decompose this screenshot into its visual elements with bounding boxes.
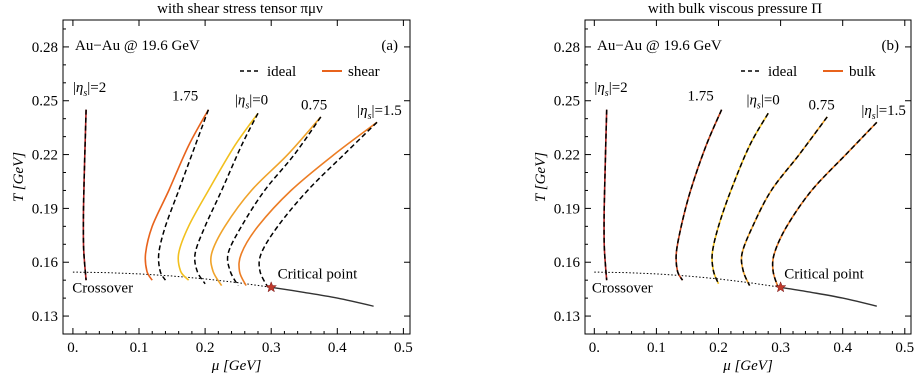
y-tick-label: 0.13: [554, 309, 580, 325]
x-tick-label: 0.2: [196, 340, 215, 356]
legend-label: ideal: [267, 64, 296, 80]
curve-label: |ηs|=0: [235, 92, 268, 111]
series-line: [177, 112, 259, 281]
legend-label: bulk: [849, 64, 876, 80]
critical-point-star: [774, 281, 787, 293]
x-tick-label: 0.1: [647, 340, 666, 356]
y-tick-label: 0.22: [554, 148, 580, 164]
system-annotation: Au−Au @ 19.6 GeV: [75, 38, 200, 54]
crossover-label: Crossover: [72, 281, 133, 297]
y-axis-label: T [GeV]: [533, 152, 549, 202]
series-line: [771, 121, 878, 288]
chart-title: with shear stress tensor πμν: [157, 1, 323, 17]
curve-label: 0.75: [809, 98, 835, 114]
plot-frame: [584, 19, 912, 335]
legend-label: shear: [348, 64, 380, 80]
x-axis-label: μ [GeV]: [722, 358, 773, 374]
curve-label: |ηs|=1.5: [861, 103, 906, 122]
crossover-line: [72, 271, 272, 288]
curve-label: |ηs|=1.5: [357, 103, 402, 122]
y-tick-label: 0.25: [554, 94, 580, 110]
x-tick-label: 0.3: [771, 340, 790, 356]
series-line: [193, 112, 259, 285]
y-tick-label: 0.22: [32, 148, 58, 164]
series-line: [771, 121, 878, 288]
x-tick-label: 0.5: [394, 340, 413, 356]
x-tick-label: 0.5: [895, 340, 914, 356]
series-line: [603, 109, 608, 281]
series-line: [157, 109, 210, 281]
series-line: [740, 116, 828, 286]
system-annotation: Au−Au @ 19.6 GeV: [597, 38, 722, 54]
series-line: [210, 116, 322, 287]
series-line: [675, 109, 723, 281]
x-tick-label: 0.2: [709, 340, 728, 356]
series-line: [740, 116, 828, 286]
curve-label: |ηs|=2: [73, 80, 106, 99]
critical-point-star: [265, 281, 278, 293]
curve-label: |ηs|=2: [594, 80, 627, 99]
x-tick-label: 0.1: [130, 340, 149, 356]
first-order-line: [271, 286, 374, 307]
panel-label: (b): [882, 38, 900, 54]
x-tick-label: 0.4: [833, 340, 852, 356]
first-order-line: [780, 286, 877, 307]
series-line: [258, 121, 378, 288]
y-tick-label: 0.28: [554, 40, 580, 56]
y-tick-label: 0.16: [554, 255, 581, 271]
x-tick-label: 0.3: [262, 340, 281, 356]
y-tick-label: 0.19: [32, 201, 58, 217]
series-line: [675, 109, 723, 281]
series-line: [711, 112, 769, 285]
curve-label: |ηs|=0: [746, 92, 779, 111]
x-tick-label: 0.: [67, 340, 78, 356]
curve-label: 1.75: [687, 89, 713, 105]
series-line: [711, 112, 769, 285]
y-axis-label: T [GeV]: [11, 152, 27, 202]
y-tick-label: 0.25: [32, 94, 58, 110]
panel-a: with shear stress tensor πμν 0. 0.1 0.2 0.3 0…: [11, 1, 413, 374]
y-tick-label: 0.19: [554, 201, 580, 217]
curve-label: 1.75: [172, 89, 198, 105]
chart-title: with bulk viscous pressure Π: [648, 1, 822, 17]
y-tick-label: 0.16: [32, 255, 59, 271]
x-axis-label: μ [GeV]: [211, 358, 262, 374]
plot-frame: [62, 19, 411, 335]
y-tick-label: 0.13: [32, 309, 58, 325]
curve-label: 0.75: [301, 98, 327, 114]
y-tick-label: 0.28: [32, 40, 58, 56]
legend-label: ideal: [768, 64, 797, 80]
critical-point-label: Critical point: [784, 266, 864, 282]
x-tick-label: 0.: [589, 340, 600, 356]
series-line: [238, 121, 378, 286]
panel-label: (a): [381, 38, 398, 54]
crossover-label: Crossover: [592, 281, 653, 297]
panel-b: with bulk viscous pressure Π 0. 0.1 0.2 0.3 0…: [533, 1, 914, 374]
series-line: [82, 109, 87, 281]
series-line: [144, 109, 210, 281]
x-tick-label: 0.4: [328, 340, 347, 356]
critical-point-label: Critical point: [278, 266, 358, 282]
